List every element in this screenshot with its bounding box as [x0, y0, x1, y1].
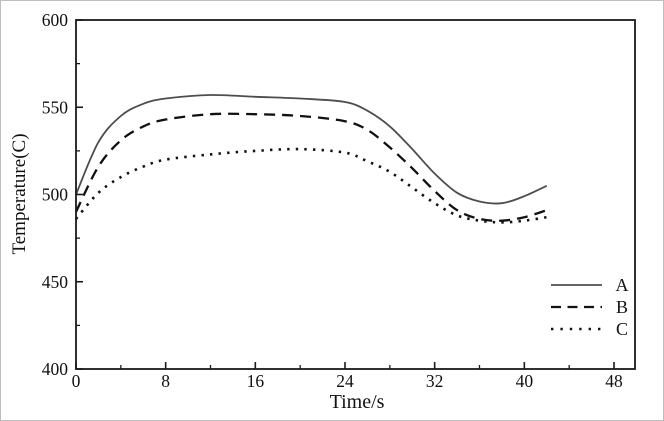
axis-ticks [75, 19, 615, 370]
legend-line-sample-c [551, 327, 602, 331]
y-axis-tick-label: 450 [42, 272, 69, 292]
series-C-curve [75, 147, 548, 224]
x-axis-title: Time/s [329, 391, 385, 413]
legend: A B C [550, 274, 632, 340]
legend-item-c: C [550, 318, 632, 340]
y-axis-tick-label: 500 [42, 185, 69, 205]
plot-frame [75, 19, 636, 370]
legend-line-sample-a [551, 284, 602, 286]
axis-tick-labels: 0 8 16 24 32 40 48 400 450 500 550 600 [42, 10, 623, 391]
x-axis-tick-label: 16 [247, 371, 265, 391]
legend-item-a: A [550, 274, 632, 296]
x-axis-tick-label: 24 [336, 371, 354, 391]
y-axis-tick-label: 400 [42, 359, 69, 379]
legend-line-sample-b [551, 305, 602, 309]
chart-curves [74, 94, 548, 224]
x-axis-tick-label: 0 [72, 371, 81, 391]
series-A-curve [75, 94, 548, 205]
y-axis-tick-label: 600 [42, 10, 69, 30]
y-axis-tick-label: 550 [42, 97, 69, 117]
legend-label-b: B [615, 296, 628, 317]
x-axis-tick-label: 8 [161, 371, 170, 391]
x-axis-tick-label: 48 [605, 371, 623, 391]
x-axis-tick-label: 40 [516, 371, 534, 391]
series-B-curve [74, 112, 548, 222]
x-axis-tick-label: 32 [426, 371, 444, 391]
legend-label-c: C [615, 318, 628, 339]
legend-label-a: A [615, 274, 629, 295]
y-axis-title: Temperature(C) [9, 133, 30, 255]
legend-item-b: B [550, 296, 632, 318]
